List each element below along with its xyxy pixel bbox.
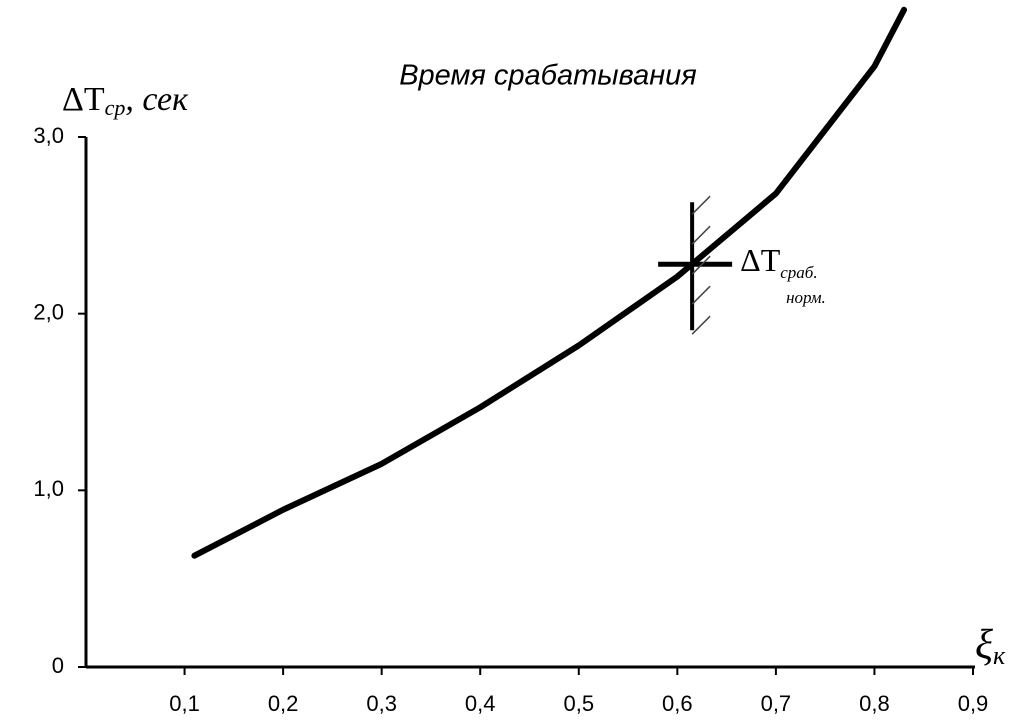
y-tick-label: 0: [52, 653, 64, 678]
x-tick-label: 0,7: [761, 691, 792, 716]
annotation-main: ΔT: [740, 243, 781, 279]
annotation: ΔTсраб.: [740, 243, 817, 283]
hatch: [691, 285, 711, 305]
annotation-sub: сраб.: [780, 263, 817, 282]
x-label-sub: к: [993, 641, 1006, 670]
x-tick-label: 0,8: [859, 691, 890, 716]
x-tick-label: 0,6: [662, 691, 693, 716]
line-series: [191, 6, 908, 559]
y-label-suffix: , сек: [125, 81, 189, 118]
y-tick-label: 3,0: [33, 123, 64, 148]
y-label-sub: ср: [105, 95, 126, 120]
norm-marker: [658, 195, 733, 335]
x-tick-label: 0,9: [958, 691, 989, 716]
x-tick-label: 0,3: [366, 691, 397, 716]
x-tick-label: 0,5: [563, 691, 594, 716]
hatch: [691, 225, 711, 245]
y-label-main: ΔT: [62, 81, 105, 118]
hatch: [691, 195, 711, 215]
y-axis-label: ΔTср, сек: [62, 81, 189, 120]
chart-title: Время срабатывания: [399, 60, 697, 92]
hatch: [691, 315, 711, 335]
annotation-sub: норм.: [786, 288, 826, 307]
y-tick-label: 1,0: [33, 476, 64, 501]
hatch: [691, 255, 711, 275]
y-tick-label: 2,0: [33, 299, 64, 324]
x-tick-label: 0,2: [268, 691, 299, 716]
x-label-main: ξ: [975, 622, 993, 668]
x-tick-label: 0,1: [169, 691, 200, 716]
x-axis-label: ξк: [975, 622, 1006, 670]
x-tick-label: 0,4: [465, 691, 496, 716]
